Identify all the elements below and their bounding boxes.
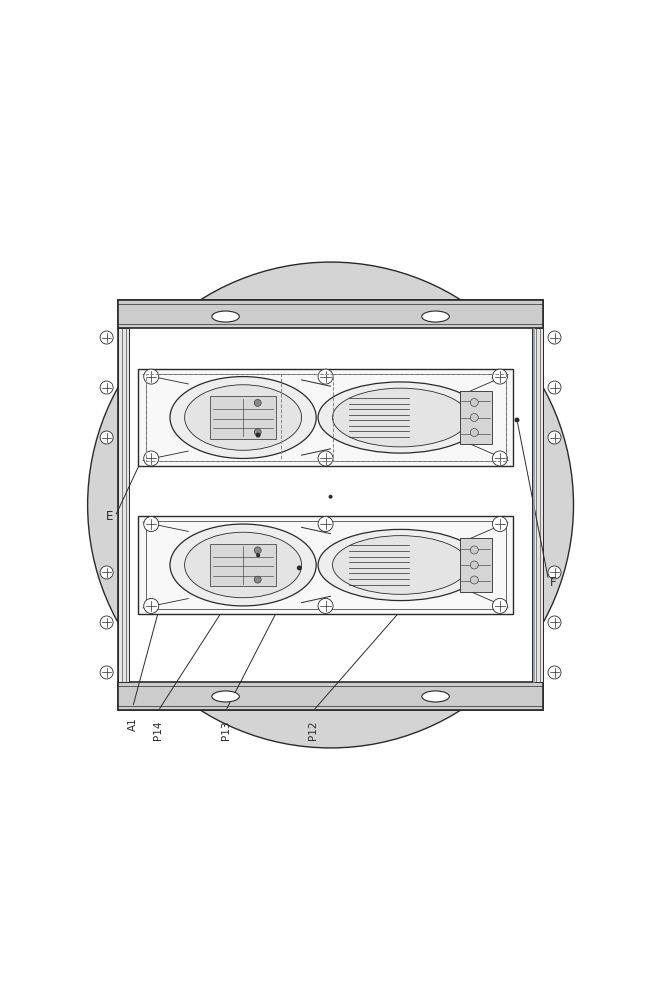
Circle shape [470, 399, 479, 407]
Circle shape [100, 616, 113, 629]
Circle shape [100, 566, 113, 579]
Bar [138, 369, 513, 466]
Circle shape [548, 666, 561, 679]
Circle shape [100, 431, 113, 444]
Circle shape [470, 546, 479, 554]
Circle shape [255, 433, 261, 438]
Circle shape [548, 616, 561, 629]
Circle shape [318, 369, 333, 384]
Circle shape [492, 517, 508, 532]
Circle shape [492, 598, 508, 613]
Ellipse shape [184, 385, 302, 450]
Ellipse shape [184, 532, 302, 598]
Circle shape [254, 576, 261, 583]
Bar [460, 538, 491, 592]
Ellipse shape [170, 524, 316, 606]
Bar [138, 516, 513, 614]
Circle shape [297, 565, 302, 570]
Bar [146, 374, 506, 461]
Circle shape [548, 381, 561, 394]
Bar [210, 544, 276, 586]
Ellipse shape [333, 536, 468, 594]
Text: P12: P12 [308, 721, 318, 740]
Bar [532, 328, 543, 682]
Bar [460, 391, 491, 444]
Circle shape [548, 566, 561, 579]
Bar [118, 682, 543, 710]
Text: P14: P14 [153, 721, 163, 740]
Circle shape [470, 414, 479, 422]
Circle shape [318, 451, 333, 466]
Text: F: F [550, 576, 557, 589]
Circle shape [100, 381, 113, 394]
Ellipse shape [333, 388, 468, 447]
Circle shape [254, 547, 261, 554]
Circle shape [492, 451, 508, 466]
Bar [281, 374, 506, 461]
Circle shape [254, 429, 261, 436]
Bar [118, 300, 543, 710]
Text: E: E [105, 510, 113, 523]
Bar [210, 396, 276, 439]
Circle shape [318, 517, 333, 532]
Circle shape [515, 418, 519, 423]
Circle shape [492, 369, 508, 384]
Ellipse shape [318, 382, 483, 453]
Ellipse shape [318, 529, 483, 601]
Bar [118, 328, 129, 682]
Bar [146, 521, 506, 609]
Ellipse shape [422, 691, 450, 702]
Circle shape [144, 369, 159, 384]
Bar [118, 300, 543, 328]
Circle shape [548, 331, 561, 344]
Circle shape [470, 576, 479, 584]
Circle shape [144, 598, 159, 613]
Circle shape [548, 431, 561, 444]
Text: A1: A1 [128, 717, 137, 731]
Circle shape [144, 517, 159, 532]
Bar [146, 374, 333, 461]
Ellipse shape [212, 691, 239, 702]
Circle shape [100, 331, 113, 344]
Ellipse shape [170, 377, 316, 458]
Text: P13: P13 [221, 721, 231, 740]
Ellipse shape [422, 311, 450, 322]
Circle shape [254, 399, 261, 406]
Ellipse shape [212, 311, 239, 322]
Circle shape [470, 561, 479, 569]
Circle shape [470, 429, 479, 437]
Circle shape [144, 451, 159, 466]
Circle shape [100, 666, 113, 679]
Circle shape [88, 262, 573, 748]
Circle shape [318, 598, 333, 613]
Circle shape [256, 553, 260, 557]
Circle shape [328, 495, 333, 499]
